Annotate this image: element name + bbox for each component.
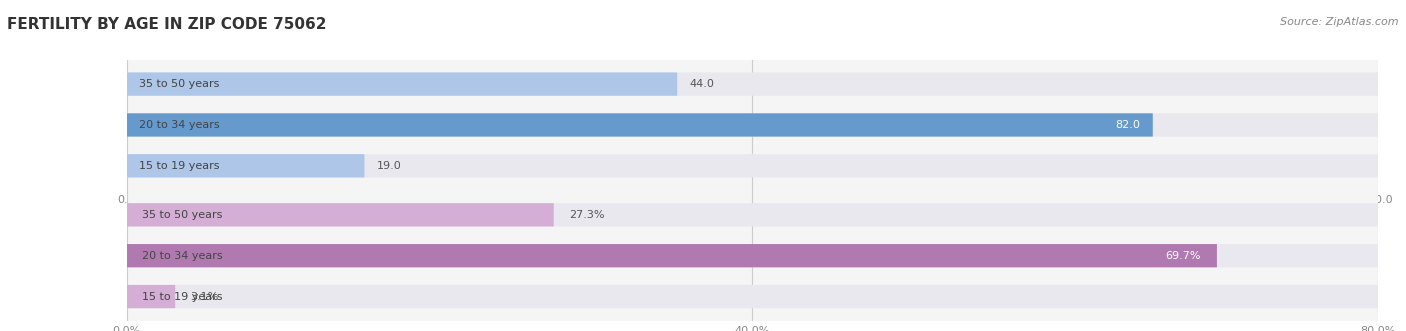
Text: 15 to 19 years: 15 to 19 years	[139, 161, 219, 171]
FancyBboxPatch shape	[127, 72, 678, 96]
Text: 15 to 19 years: 15 to 19 years	[142, 292, 222, 302]
FancyBboxPatch shape	[127, 244, 1378, 267]
FancyBboxPatch shape	[127, 72, 1378, 96]
Text: 27.3%: 27.3%	[569, 210, 605, 220]
Text: 20 to 34 years: 20 to 34 years	[142, 251, 222, 261]
FancyBboxPatch shape	[127, 154, 364, 177]
Text: 3.1%: 3.1%	[191, 292, 219, 302]
Text: 19.0: 19.0	[377, 161, 402, 171]
FancyBboxPatch shape	[127, 203, 1378, 226]
FancyBboxPatch shape	[127, 244, 1218, 267]
Text: 35 to 50 years: 35 to 50 years	[139, 79, 219, 89]
Text: 82.0: 82.0	[1115, 120, 1140, 130]
FancyBboxPatch shape	[127, 285, 176, 308]
FancyBboxPatch shape	[127, 113, 1378, 137]
Text: 44.0: 44.0	[689, 79, 714, 89]
FancyBboxPatch shape	[127, 154, 1378, 177]
Text: 20 to 34 years: 20 to 34 years	[139, 120, 219, 130]
FancyBboxPatch shape	[127, 113, 1153, 137]
Text: Source: ZipAtlas.com: Source: ZipAtlas.com	[1281, 17, 1399, 26]
FancyBboxPatch shape	[127, 203, 554, 226]
Text: FERTILITY BY AGE IN ZIP CODE 75062: FERTILITY BY AGE IN ZIP CODE 75062	[7, 17, 326, 31]
FancyBboxPatch shape	[127, 285, 1378, 308]
Text: 69.7%: 69.7%	[1166, 251, 1201, 261]
Text: 35 to 50 years: 35 to 50 years	[142, 210, 222, 220]
